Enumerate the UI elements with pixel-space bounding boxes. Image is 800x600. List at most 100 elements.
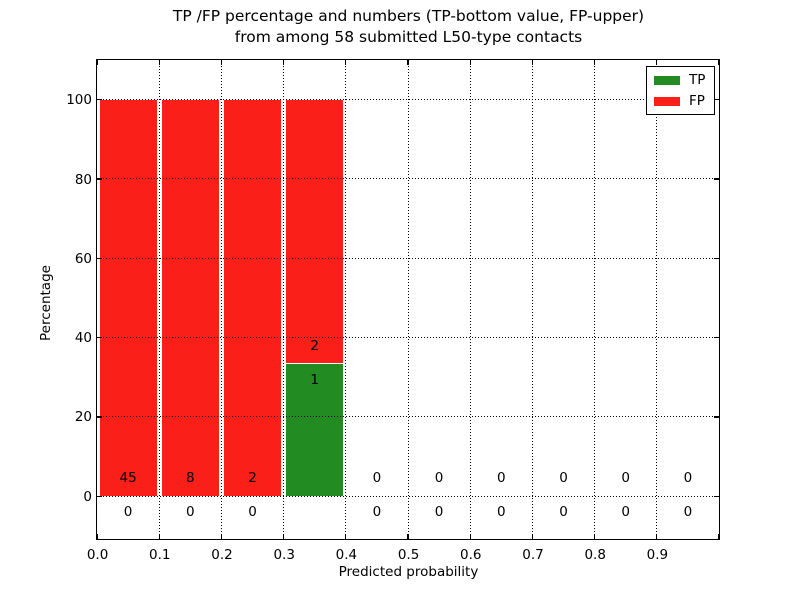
fp-count-label: 2 — [310, 338, 319, 354]
y-tick-mark — [714, 257, 719, 259]
x-tick-label: 0.3 — [273, 547, 295, 563]
y-tick-label: 100 — [66, 92, 92, 109]
x-gridline — [594, 60, 596, 539]
x-tick-label: 0.8 — [584, 547, 606, 563]
x-tick-label: 0.9 — [646, 547, 669, 563]
tp-count-label: 0 — [186, 504, 195, 521]
y-tick-mark — [714, 99, 719, 101]
x-tick-mark — [594, 60, 596, 65]
legend: TP FP — [646, 66, 716, 115]
y-tick-mark — [714, 178, 719, 180]
y-gridline — [97, 416, 719, 418]
bar-segment-fp — [223, 99, 282, 497]
x-tick-mark — [345, 60, 347, 65]
x-tick-mark — [656, 534, 658, 539]
x-tick-mark — [345, 534, 347, 539]
y-tick-mark — [97, 416, 102, 418]
y-tick-mark — [97, 336, 102, 339]
tp-count-label: 0 — [123, 504, 133, 521]
x-tick-label: 0.5 — [397, 547, 420, 563]
plot-area: 45 0 8 0 2 0 2 1 0 0 0 0 0 0 0 0 0 0 0 0 — [96, 59, 720, 540]
x-gridline — [407, 60, 409, 539]
x-tick-mark — [469, 60, 471, 65]
tp-count-label: 1 — [310, 372, 319, 388]
x-tick-mark — [283, 60, 285, 65]
chart-title-line1: TP /FP percentage and numbers (TP-bottom… — [172, 7, 645, 25]
y-tick-label: 20 — [74, 409, 92, 426]
bar-segment-fp — [286, 99, 344, 363]
x-tick-mark — [96, 60, 98, 65]
fp-count-label: 0 — [434, 470, 444, 487]
fp-count-label: 0 — [683, 470, 693, 487]
legend-label: TP — [689, 72, 706, 88]
x-gridline — [656, 60, 658, 539]
y-tick-label: 0 — [83, 488, 92, 505]
x-axis-label: Predicted probability — [338, 564, 479, 580]
x-tick-mark — [220, 534, 223, 539]
x-gridline — [345, 60, 347, 539]
x-tick-label: 0.6 — [460, 547, 482, 563]
y-tick-mark — [714, 495, 719, 497]
x-tick-mark — [531, 534, 534, 539]
fp-count-label: 0 — [372, 470, 382, 487]
chart-title: TP /FP percentage and numbers (TP-bottom… — [97, 6, 720, 48]
legend-label: FP — [689, 93, 705, 109]
x-gridline — [469, 60, 471, 539]
x-tick-label: 0.7 — [522, 547, 544, 563]
x-tick-mark — [283, 534, 285, 539]
fp-count-label: 0 — [621, 470, 630, 487]
y-gridline — [97, 178, 719, 180]
y-tick-mark — [714, 336, 719, 339]
legend-item: TP — [654, 72, 705, 88]
y-gridline — [97, 495, 719, 497]
y-tick-label: 80 — [74, 171, 92, 188]
bar-segment-fp — [99, 99, 157, 497]
fp-color-swatch — [654, 96, 680, 106]
y-tick-mark — [97, 99, 102, 101]
x-tick-mark — [158, 60, 160, 65]
tp-count-label: 0 — [621, 504, 630, 521]
y-tick-mark — [97, 257, 102, 259]
x-tick-label: 0.4 — [335, 547, 358, 563]
tp-count-label: 0 — [248, 504, 257, 521]
x-tick-mark — [407, 60, 409, 65]
y-tick-mark — [97, 178, 102, 180]
x-tick-label: 0.1 — [149, 547, 171, 563]
x-tick-label: 0.2 — [211, 547, 233, 563]
chart-title-line2: from among 58 submitted L50-type contact… — [234, 28, 583, 46]
x-tick-mark — [656, 60, 658, 65]
x-tick-mark — [220, 60, 223, 65]
fp-count-label: 2 — [248, 470, 257, 487]
tp-count-label: 0 — [372, 504, 382, 521]
x-tick-mark — [469, 534, 471, 539]
y-tick-mark — [97, 495, 102, 497]
x-tick-mark — [718, 534, 720, 539]
y-tick-label: 40 — [74, 330, 92, 347]
y-tick-label: 60 — [74, 250, 92, 267]
x-tick-mark — [407, 534, 409, 539]
legend-item: FP — [654, 93, 705, 109]
fp-count-label: 0 — [497, 470, 506, 487]
bar-segment-fp — [161, 99, 219, 497]
y-gridline — [97, 257, 719, 259]
fp-count-label: 45 — [119, 470, 137, 487]
x-tick-mark — [531, 60, 534, 65]
x-tick-label: 0.0 — [86, 547, 109, 563]
tp-count-label: 0 — [559, 504, 568, 521]
y-tick-mark — [714, 416, 719, 418]
x-gridline — [531, 60, 533, 539]
x-tick-mark — [96, 534, 98, 539]
y-gridline — [97, 337, 719, 339]
tp-count-label: 0 — [497, 504, 506, 521]
tp-count-label: 0 — [683, 504, 693, 521]
y-gridline — [97, 99, 719, 101]
x-gridline — [158, 60, 160, 539]
tp-color-swatch — [654, 75, 680, 85]
x-gridline — [283, 60, 285, 539]
x-tick-mark — [594, 534, 596, 539]
bar-segment-tp — [286, 364, 344, 497]
fp-count-label: 8 — [186, 470, 195, 487]
tp-count-label: 0 — [434, 504, 444, 521]
fp-count-label: 0 — [559, 470, 568, 487]
